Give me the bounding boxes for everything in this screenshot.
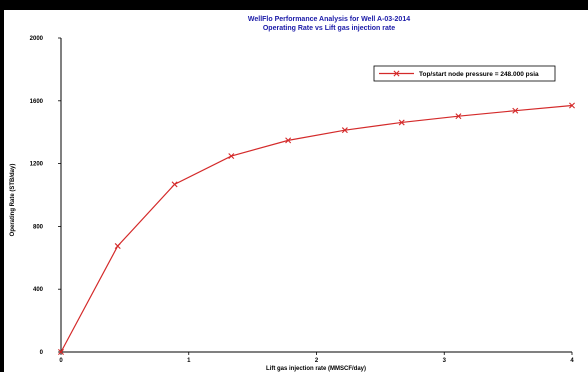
line-chart: WellFlo Performance Analysis for Well A-… xyxy=(10,16,575,372)
series-line xyxy=(60,104,573,353)
y-tick-label: 1600 xyxy=(30,99,44,105)
tick-labels: 0 400 800 1200 1600 2000 0 1 2 3 4 xyxy=(30,36,575,364)
axes xyxy=(58,37,573,355)
legend-box xyxy=(373,65,556,82)
y-axis-label: Operating Rate (STB/day) xyxy=(10,164,16,237)
data-point xyxy=(455,113,462,120)
data-point xyxy=(285,137,292,144)
chart-area: WellFlo Performance Analysis for Well A-… xyxy=(4,10,588,372)
y-tick-label: 1200 xyxy=(30,162,44,168)
data-point xyxy=(58,349,64,355)
x-tick-label: 2 xyxy=(315,358,319,364)
x-tick-label: 1 xyxy=(187,358,191,364)
legend-marker-icon xyxy=(393,70,400,77)
chart-title: WellFlo Performance Analysis for Well A-… xyxy=(248,16,410,23)
x-tick-label: 0 xyxy=(59,358,63,364)
x-tick-label: 3 xyxy=(443,358,447,364)
y-tick-label: 800 xyxy=(33,224,44,230)
y-tick-label: 400 xyxy=(33,287,44,293)
data-point xyxy=(569,102,575,109)
y-tick-label: 2000 xyxy=(30,36,44,42)
series-group xyxy=(58,102,575,355)
data-point xyxy=(341,127,348,134)
x-axis-label: Lift gas injection rate (MMSCF/day) xyxy=(266,366,366,372)
chart-subtitle: Operating Rate vs Lift gas injection rat… xyxy=(263,25,395,32)
data-point xyxy=(114,243,121,250)
data-point xyxy=(228,153,235,160)
legend: Top/start node pressure = 248.000 psia xyxy=(373,65,556,82)
legend-label: Top/start node pressure = 248.000 psia xyxy=(419,71,539,78)
y-tick-label: 0 xyxy=(40,350,44,356)
data-point xyxy=(171,181,178,188)
x-tick-label: 4 xyxy=(570,358,574,364)
data-point xyxy=(398,119,405,126)
data-point xyxy=(512,107,519,114)
